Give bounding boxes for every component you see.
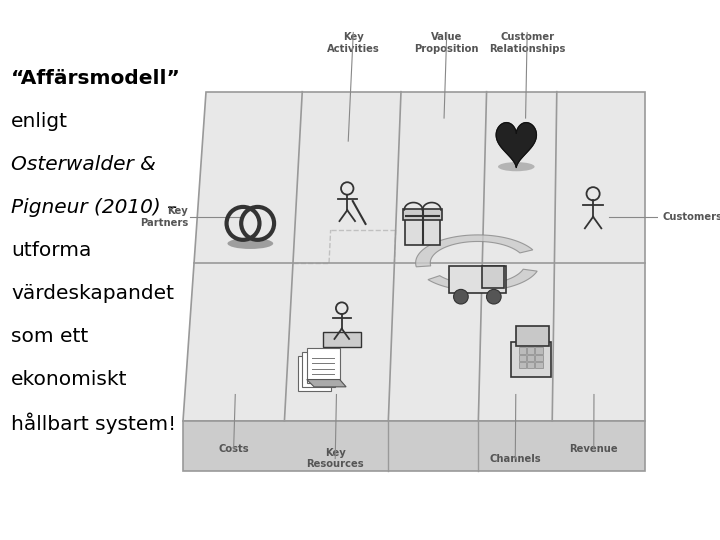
Text: “Affärsmodell”: “Affärsmodell”: [11, 69, 181, 88]
Circle shape: [454, 289, 468, 304]
FancyBboxPatch shape: [516, 326, 549, 346]
Text: Pigneur (2010) –: Pigneur (2010) –: [11, 198, 177, 217]
FancyBboxPatch shape: [323, 332, 361, 347]
Text: Key
Activities: Key Activities: [327, 32, 379, 54]
FancyBboxPatch shape: [518, 362, 526, 368]
FancyBboxPatch shape: [518, 347, 526, 354]
FancyBboxPatch shape: [405, 215, 440, 245]
Ellipse shape: [228, 238, 273, 249]
FancyBboxPatch shape: [403, 209, 442, 220]
FancyBboxPatch shape: [535, 347, 542, 354]
Polygon shape: [183, 92, 644, 421]
FancyBboxPatch shape: [535, 362, 542, 368]
FancyBboxPatch shape: [482, 266, 504, 288]
FancyBboxPatch shape: [511, 342, 552, 377]
Text: som ett: som ett: [11, 327, 89, 346]
Text: ekonomiskt: ekonomiskt: [11, 370, 127, 389]
Text: Key
Resources: Key Resources: [307, 448, 364, 469]
Polygon shape: [183, 421, 644, 471]
Polygon shape: [307, 348, 340, 383]
FancyBboxPatch shape: [449, 266, 505, 293]
Polygon shape: [297, 356, 330, 390]
Text: Osterwalder &: Osterwalder &: [11, 155, 156, 174]
Circle shape: [487, 289, 501, 304]
Text: Costs: Costs: [218, 443, 249, 454]
Polygon shape: [307, 380, 346, 387]
Polygon shape: [302, 352, 335, 387]
Text: Customer
Relationships: Customer Relationships: [489, 32, 565, 54]
FancyBboxPatch shape: [535, 355, 542, 361]
FancyBboxPatch shape: [527, 347, 534, 354]
Text: Channels: Channels: [490, 454, 541, 463]
FancyBboxPatch shape: [527, 355, 534, 361]
Ellipse shape: [498, 162, 534, 171]
Text: Key
Partners: Key Partners: [140, 206, 188, 227]
Polygon shape: [415, 235, 533, 267]
Text: Customers: Customers: [662, 212, 720, 222]
Text: Revenue: Revenue: [570, 443, 618, 454]
Text: värdeskapandet: värdeskapandet: [11, 284, 174, 303]
Polygon shape: [428, 269, 537, 291]
Text: enligt: enligt: [11, 112, 68, 131]
FancyBboxPatch shape: [527, 362, 534, 368]
Text: utforma: utforma: [11, 241, 91, 260]
Polygon shape: [496, 123, 536, 167]
FancyBboxPatch shape: [518, 355, 526, 361]
Text: hållbart system!: hållbart system!: [11, 413, 176, 434]
Text: Value
Proposition: Value Proposition: [415, 32, 479, 54]
